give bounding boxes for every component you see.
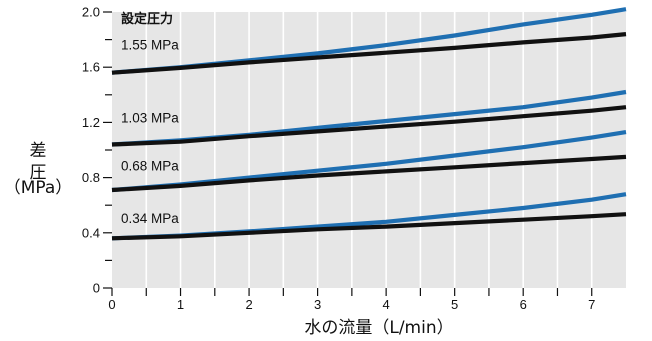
axes: 0 0.4 0.8 1.2 1.6 2.0 0 1 2 3 4 5 6 7	[82, 5, 595, 313]
y-tick-label: 0.8	[82, 170, 100, 185]
x-tick-label: 1	[177, 297, 184, 312]
y-axis-title-part: 圧	[30, 163, 47, 183]
y-tick-label: 1.2	[82, 115, 100, 130]
series-lines	[111, 7, 627, 241]
series-line-6-black	[111, 154, 627, 193]
x-tick-label: 0	[108, 297, 115, 312]
set-pressure-label: 0.68 MPa	[121, 159, 179, 174]
x-tick-label: 3	[314, 297, 321, 312]
y-axis-title-part: （MPa）	[4, 178, 73, 198]
set-pressure-label: 1.03 MPa	[121, 110, 179, 125]
set-pressure-annotations: 設定圧力 1.55 MPa 1.03 MPa 0.68 MPa 0.34 MPa	[121, 11, 179, 226]
series-line-2-black	[111, 32, 627, 75]
y-tick-label: 1.6	[82, 60, 100, 75]
series-line-4-black	[111, 105, 627, 147]
series-line-8-black	[111, 212, 627, 241]
x-tick-label: 7	[588, 297, 595, 312]
axis-titles: 差圧（MPa） 水の流量（L/min）	[4, 141, 454, 338]
legend-title: 設定圧力	[121, 11, 173, 27]
x-tick-label: 4	[383, 297, 390, 312]
y-axis-title-part: 差	[30, 141, 47, 161]
plot-background	[112, 12, 626, 288]
x-tick-label: 5	[451, 297, 458, 312]
x-tick-label: 6	[520, 297, 527, 312]
set-pressure-label: 1.55 MPa	[121, 37, 179, 52]
y-tick-label: 2.0	[82, 5, 100, 20]
x-axis-title: 水の流量（L/min）	[304, 318, 453, 338]
set-pressure-label: 0.34 MPa	[121, 211, 179, 226]
x-tick-label: 2	[245, 297, 252, 312]
y-tick-label: 0.4	[82, 225, 100, 240]
y-tick-label: 0	[93, 281, 100, 296]
